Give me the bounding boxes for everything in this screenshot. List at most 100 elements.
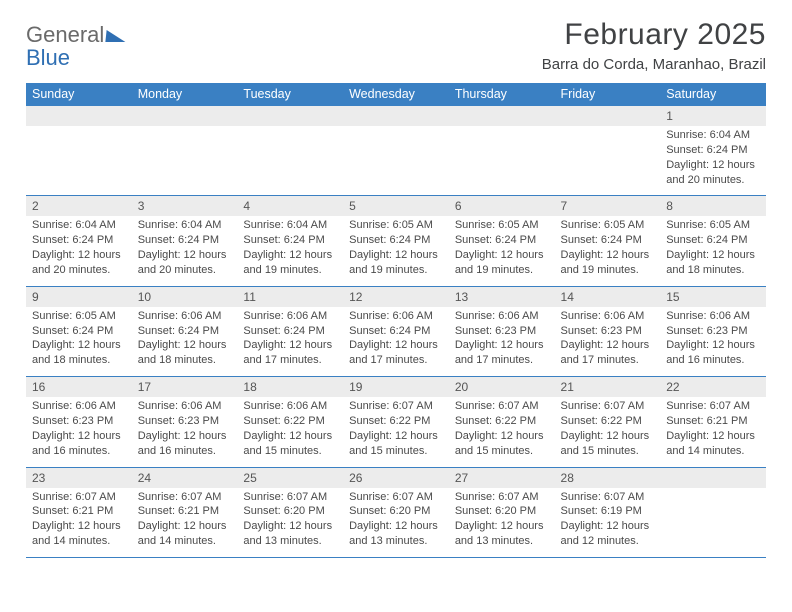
day-number-cell: 12 — [343, 286, 449, 307]
day-detail-line: Daylight: 12 hours — [349, 248, 443, 263]
day-detail-line: Sunset: 6:24 PM — [666, 233, 760, 248]
day-detail-line: Sunset: 6:24 PM — [32, 233, 126, 248]
day-detail-line: and 14 minutes. — [32, 534, 126, 549]
day-detail-line: Sunrise: 6:07 AM — [666, 399, 760, 414]
day-detail-line: and 15 minutes. — [349, 444, 443, 459]
day-detail-line: Sunrise: 6:07 AM — [455, 490, 549, 505]
day-detail-line: Sunset: 6:20 PM — [349, 504, 443, 519]
day-detail-line: Daylight: 12 hours — [349, 429, 443, 444]
day-detail-line: Sunset: 6:22 PM — [243, 414, 337, 429]
day-number: 18 — [243, 380, 256, 394]
day-detail-line: Daylight: 12 hours — [666, 158, 760, 173]
day-details-cell: Sunrise: 6:06 AMSunset: 6:23 PMDaylight:… — [660, 307, 766, 377]
day-number: 12 — [349, 290, 362, 304]
day-detail-line: and 17 minutes. — [349, 353, 443, 368]
day-detail-line: Daylight: 12 hours — [138, 338, 232, 353]
day-details-cell: Sunrise: 6:06 AMSunset: 6:23 PMDaylight:… — [555, 307, 661, 377]
day-details-cell — [237, 126, 343, 196]
day-detail-line: Sunset: 6:24 PM — [349, 233, 443, 248]
day-detail-line: and 18 minutes. — [666, 263, 760, 278]
month-title: February 2025 — [542, 18, 766, 52]
day-detail-line: Sunrise: 6:07 AM — [138, 490, 232, 505]
day-detail-line: Daylight: 12 hours — [455, 248, 549, 263]
day-number: 13 — [455, 290, 468, 304]
day-number: 24 — [138, 471, 151, 485]
day-detail-line: and 13 minutes. — [455, 534, 549, 549]
day-detail-line: and 17 minutes. — [243, 353, 337, 368]
day-number: 1 — [666, 109, 673, 123]
day-detail-line: Sunset: 6:24 PM — [455, 233, 549, 248]
day-number-cell: 8 — [660, 196, 766, 217]
day-details-cell: Sunrise: 6:07 AMSunset: 6:22 PMDaylight:… — [343, 397, 449, 467]
day-number-cell: 24 — [132, 467, 238, 488]
day-number: 20 — [455, 380, 468, 394]
week-details-row: Sunrise: 6:06 AMSunset: 6:23 PMDaylight:… — [26, 397, 766, 467]
day-number-cell: 19 — [343, 377, 449, 398]
calendar-body: 1Sunrise: 6:04 AMSunset: 6:24 PMDaylight… — [26, 106, 766, 558]
day-number: 5 — [349, 199, 356, 213]
day-number: 23 — [32, 471, 45, 485]
logo-triangle-icon — [106, 30, 127, 42]
day-details-cell: Sunrise: 6:05 AMSunset: 6:24 PMDaylight:… — [555, 216, 661, 286]
dow-thursday: Thursday — [449, 83, 555, 106]
day-details-cell: Sunrise: 6:05 AMSunset: 6:24 PMDaylight:… — [449, 216, 555, 286]
day-detail-line: Sunrise: 6:05 AM — [666, 218, 760, 233]
day-number: 8 — [666, 199, 673, 213]
day-detail-line: Sunset: 6:23 PM — [138, 414, 232, 429]
day-number: 16 — [32, 380, 45, 394]
day-detail-line: Sunset: 6:24 PM — [349, 324, 443, 339]
day-detail-line: Sunrise: 6:07 AM — [32, 490, 126, 505]
day-number-cell: 1 — [660, 106, 766, 127]
day-detail-line: Sunset: 6:24 PM — [138, 233, 232, 248]
logo-text: General Blue — [26, 24, 126, 70]
day-number: 10 — [138, 290, 151, 304]
logo-word-blue: Blue — [26, 45, 70, 70]
day-number: 28 — [561, 471, 574, 485]
day-detail-line: Daylight: 12 hours — [138, 248, 232, 263]
day-details-cell — [555, 126, 661, 196]
day-detail-line: Sunrise: 6:04 AM — [32, 218, 126, 233]
day-details-cell: Sunrise: 6:04 AMSunset: 6:24 PMDaylight:… — [237, 216, 343, 286]
day-number: 6 — [455, 199, 462, 213]
day-number-cell: 15 — [660, 286, 766, 307]
day-number-cell: 10 — [132, 286, 238, 307]
day-detail-line: Sunrise: 6:05 AM — [32, 309, 126, 324]
day-number-cell: 11 — [237, 286, 343, 307]
day-detail-line: and 17 minutes. — [561, 353, 655, 368]
calendar-page: General Blue February 2025 Barra do Cord… — [0, 0, 792, 576]
day-number: 15 — [666, 290, 679, 304]
day-number-cell: 13 — [449, 286, 555, 307]
week-daynum-row: 16171819202122 — [26, 377, 766, 398]
day-detail-line: Daylight: 12 hours — [561, 429, 655, 444]
day-number-cell: 4 — [237, 196, 343, 217]
day-detail-line: Daylight: 12 hours — [666, 248, 760, 263]
day-detail-line: Sunrise: 6:06 AM — [349, 309, 443, 324]
week-daynum-row: 2345678 — [26, 196, 766, 217]
day-detail-line: Daylight: 12 hours — [561, 338, 655, 353]
logo-word-general: General — [26, 22, 104, 47]
day-details-cell: Sunrise: 6:07 AMSunset: 6:20 PMDaylight:… — [237, 488, 343, 558]
day-detail-line: Sunset: 6:19 PM — [561, 504, 655, 519]
day-detail-line: Sunrise: 6:06 AM — [243, 309, 337, 324]
week-daynum-row: 232425262728 — [26, 467, 766, 488]
day-number-cell — [555, 106, 661, 127]
day-detail-line: Daylight: 12 hours — [666, 429, 760, 444]
day-number-cell: 27 — [449, 467, 555, 488]
day-detail-line: Sunset: 6:21 PM — [32, 504, 126, 519]
day-detail-line: Sunset: 6:20 PM — [243, 504, 337, 519]
day-number: 7 — [561, 199, 568, 213]
location-subtitle: Barra do Corda, Maranhao, Brazil — [542, 56, 766, 73]
day-details-cell: Sunrise: 6:07 AMSunset: 6:19 PMDaylight:… — [555, 488, 661, 558]
title-block: February 2025 Barra do Corda, Maranhao, … — [542, 18, 766, 73]
day-number-cell: 22 — [660, 377, 766, 398]
day-detail-line: and 20 minutes. — [666, 173, 760, 188]
day-number-cell: 25 — [237, 467, 343, 488]
day-detail-line: and 17 minutes. — [455, 353, 549, 368]
day-details-cell: Sunrise: 6:04 AMSunset: 6:24 PMDaylight:… — [132, 216, 238, 286]
day-details-cell: Sunrise: 6:07 AMSunset: 6:20 PMDaylight:… — [449, 488, 555, 558]
day-detail-line: and 13 minutes. — [349, 534, 443, 549]
day-detail-line: Daylight: 12 hours — [455, 338, 549, 353]
day-number-cell: 9 — [26, 286, 132, 307]
day-detail-line: and 19 minutes. — [243, 263, 337, 278]
day-detail-line: Sunset: 6:24 PM — [243, 324, 337, 339]
